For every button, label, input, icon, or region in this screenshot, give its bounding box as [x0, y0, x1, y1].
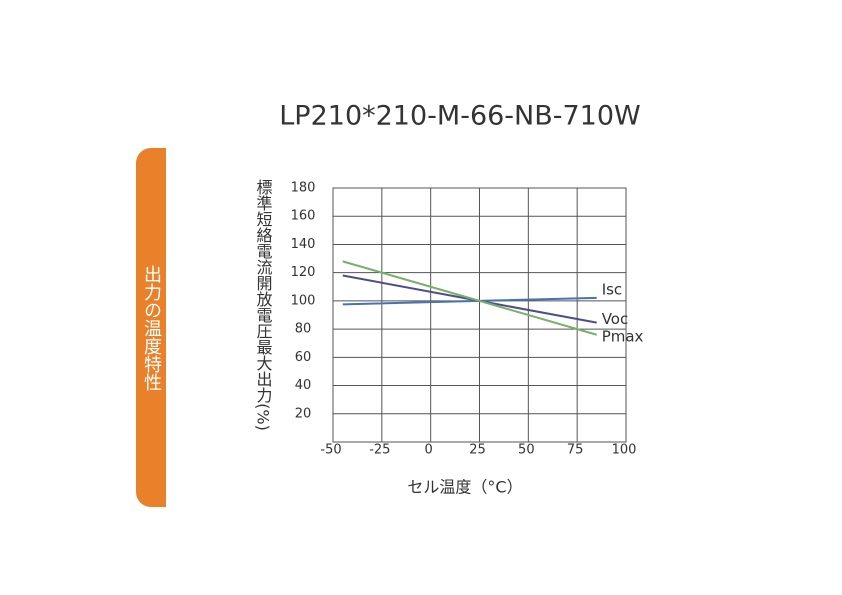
y-tick-label: 20: [295, 406, 312, 421]
chart-title: LP210*210-M-66-NB-710W: [279, 101, 640, 132]
y-tick-label: 120: [291, 265, 316, 280]
x-tick-label: 0: [425, 443, 433, 458]
x-tick-label: -25: [369, 443, 390, 458]
x-tick-label: 25: [469, 443, 486, 458]
y-axis-label: 標準短絡電流開放電圧最大出力(%): [254, 179, 273, 431]
x-axis-label: セル温度（°C）: [407, 478, 522, 497]
y-tick-label: 160: [291, 209, 316, 224]
y-tick-label: 80: [295, 322, 312, 337]
x-tick-label: 100: [612, 443, 637, 458]
y-tick-label: 180: [291, 181, 316, 196]
y-tick-label: 140: [291, 237, 316, 252]
series-line: [342, 260, 597, 336]
y-tick-label: 40: [295, 378, 312, 393]
y-tick-label: 60: [295, 350, 312, 365]
side-tab: [136, 148, 166, 507]
series-label: Isc: [602, 280, 623, 298]
series-label: Voc: [602, 310, 629, 328]
x-tick-label: 75: [567, 443, 584, 458]
x-tick-label: 50: [518, 443, 535, 458]
series-label: Pmax: [602, 327, 644, 345]
y-tick-label: 100: [291, 293, 316, 308]
side-label: 出力の温度特性: [141, 265, 162, 391]
x-tick-label: -50: [320, 443, 341, 458]
